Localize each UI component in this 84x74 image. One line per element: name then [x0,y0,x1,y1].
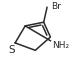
Text: NH₂: NH₂ [52,41,69,50]
Text: S: S [8,45,15,55]
Text: Br: Br [51,2,61,11]
